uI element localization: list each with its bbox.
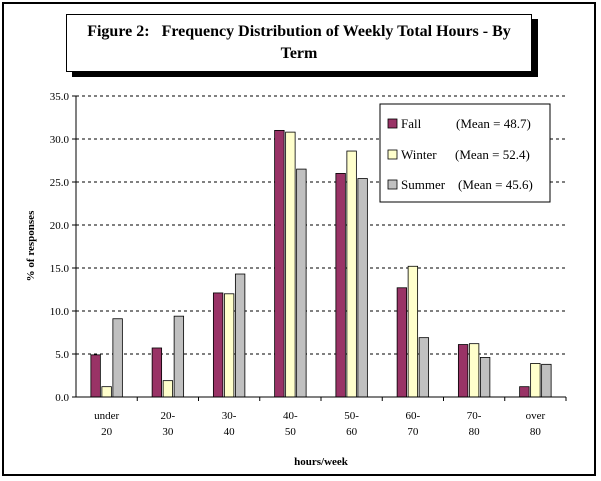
bar-fall [151,347,163,398]
y-tick-label: 25.0 [50,177,70,189]
x-axis-title: hours/week [294,456,349,468]
y-tick-label: 35.0 [50,91,70,103]
legend-swatch-winter [387,149,398,160]
legend-mean-summer: (Mean = 45.6) [458,177,533,192]
bar-fall [519,386,530,398]
bar-summer [296,168,307,398]
x-tick-label: 30-40 [222,410,237,438]
bar-fall [457,344,469,398]
chart-title: Figure 2: Frequency Distribution of Week… [87,23,515,62]
axes [72,95,567,401]
legend-box [379,103,551,203]
x-tick-label: 70-80 [467,410,482,438]
y-tick-label: 10.0 [50,306,70,318]
bar-winter [162,380,174,398]
bar-winter [346,150,357,398]
y-axis-title: % of responses [25,210,37,281]
y-tick-label: 30.0 [50,134,70,146]
x-tick-label: under 20 [94,410,119,438]
y-tick-label: 20.0 [50,220,70,232]
bar-summer [112,318,123,398]
x-tick-label: over 80 [526,410,546,438]
legend-mean-winter: (Mean = 52.4) [455,147,530,162]
bar-winter [407,265,419,398]
bar-winter [101,386,112,398]
bar-summer [357,178,368,398]
bar-winter [468,343,480,398]
bars [90,129,552,398]
bar-fall [335,172,346,398]
bar-summer [541,363,552,398]
y-tick-label: 15.0 [50,263,70,275]
y-tick-label: 5.0 [55,349,69,361]
x-tick-label: 50-60 [344,410,359,438]
legend-label-fall: Fall [401,116,422,131]
bar-summer [418,337,430,398]
bar-fall [90,354,101,398]
legend: Fall (Mean = 48.7) Winter (Mean = 52.4) Summ… [379,103,551,203]
x-tick-label: 40-50 [283,410,298,438]
bar-fall [274,129,285,398]
bar-summer [173,315,185,398]
legend-swatch-summer [387,179,398,190]
x-tick-label: 20-30 [161,410,176,438]
bar-fall [396,287,408,398]
bar-winter [530,363,541,398]
bar-summer [479,357,491,398]
title-box: Figure 2: Frequency Distribution of Week… [66,14,532,72]
bar-winter [285,131,296,398]
bar-winter [223,293,235,398]
x-tick-labels: under 20 20-30 30-40 40-50 50-60 60-70 70-80 ove… [94,410,545,438]
bar-summer [234,273,246,398]
x-tick-label: 60-70 [406,410,421,438]
legend-label-summer: Summer [401,177,446,192]
legend-label-winter: Winter [401,147,437,162]
legend-mean-fall: (Mean = 48.7) [456,116,531,131]
y-tick-labels: 0.0 5.0 10.0 15.0 20.0 25.0 30.0 35.0 [50,91,70,404]
bar-fall [212,292,224,398]
legend-swatch-fall [387,118,398,129]
y-tick-label: 0.0 [55,392,69,404]
